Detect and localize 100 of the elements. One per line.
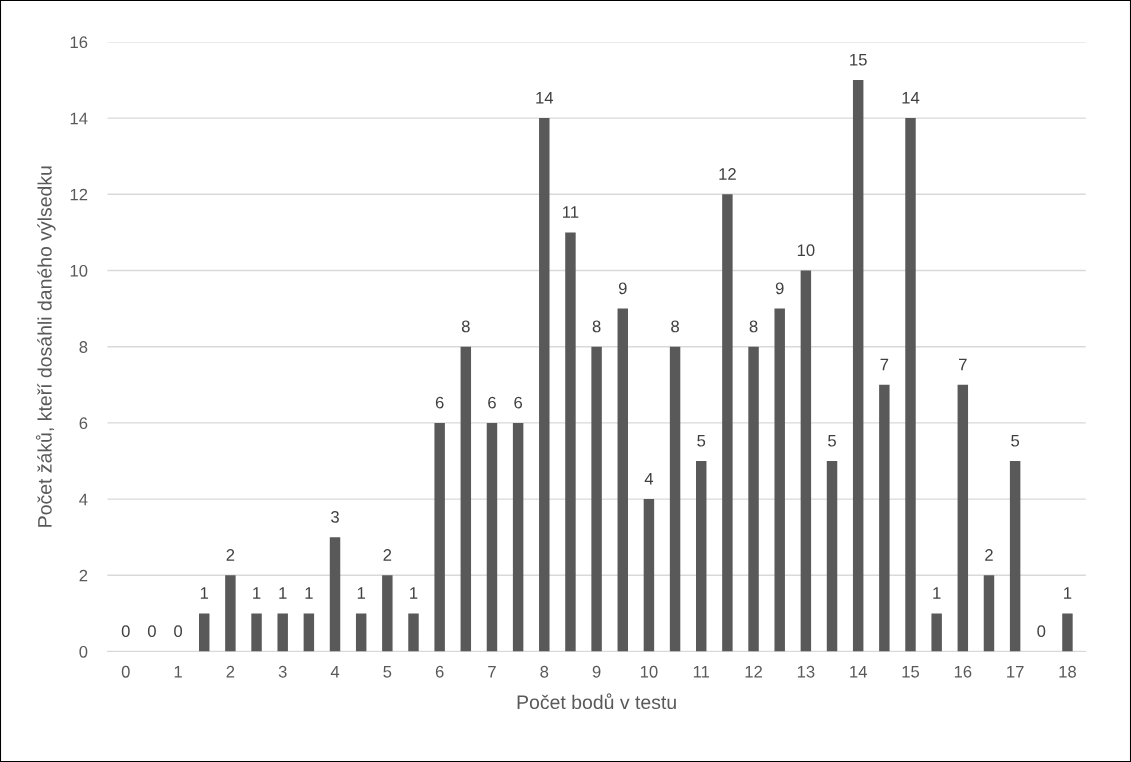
y-axis-title: Počet žáků, kteří dosáhli daného výlsedku [35, 166, 56, 527]
x-tick-label: 11 [693, 666, 710, 678]
bar [277, 613, 288, 652]
bar [329, 537, 341, 652]
data-label: 2 [383, 549, 392, 561]
x-axis-title: Počet bodů v testu [517, 693, 676, 710]
bar [225, 575, 236, 652]
x-tick-label: 17 [1007, 666, 1024, 678]
y-tick-label: 4 [79, 493, 88, 506]
bar [931, 613, 942, 652]
data-label: 9 [618, 282, 627, 295]
data-label: 8 [592, 320, 601, 333]
bar [565, 232, 576, 652]
x-tick-label: 7 [488, 666, 496, 678]
y-tick-label: 6 [79, 417, 88, 430]
bar [1062, 613, 1073, 652]
data-label: 14 [902, 92, 920, 104]
data-label: 8 [749, 320, 758, 333]
x-tick-label: 9 [592, 665, 601, 678]
data-label: 10 [797, 244, 815, 257]
x-tick-label: 13 [797, 665, 815, 678]
data-label: 12 [719, 168, 736, 180]
bar [617, 308, 628, 652]
bar [748, 346, 759, 652]
data-label: 0 [1037, 625, 1046, 638]
bar [774, 308, 785, 652]
data-label: 1 [410, 587, 418, 599]
bar [382, 575, 393, 652]
bar [512, 422, 524, 652]
data-label: 1 [305, 587, 313, 599]
bar [852, 80, 864, 652]
x-tick-label: 6 [435, 665, 444, 678]
y-tick-label: 16 [70, 36, 88, 49]
bar [722, 194, 733, 652]
data-label: 1 [1064, 587, 1072, 599]
bar [826, 461, 838, 652]
data-label: 3 [331, 511, 339, 523]
y-tick-label: 2 [79, 569, 88, 582]
data-label: 6 [514, 396, 523, 409]
bar [303, 613, 315, 652]
data-label: 0 [121, 625, 130, 638]
bar [669, 346, 681, 652]
bar [460, 346, 472, 652]
y-tick-label: 10 [70, 264, 88, 277]
data-label: 1 [279, 587, 287, 599]
x-tick-label: 8 [540, 665, 549, 678]
data-label: 0 [174, 625, 183, 638]
data-label: 6 [488, 396, 496, 409]
data-label: 7 [880, 358, 889, 371]
bar [957, 384, 969, 652]
data-label: 5 [697, 434, 706, 447]
x-tick-label: 10 [640, 665, 658, 678]
x-tick-label: 0 [121, 665, 130, 678]
bar [905, 118, 916, 652]
bar [1009, 461, 1021, 652]
bar [486, 422, 498, 652]
data-label: 8 [461, 320, 470, 333]
x-tick-label: 4 [330, 666, 340, 678]
x-tick-label: 15 [902, 666, 920, 678]
data-label: 9 [775, 282, 784, 295]
data-label: 8 [671, 320, 679, 333]
data-label: 5 [1011, 434, 1020, 447]
data-label: 4 [644, 473, 654, 485]
data-label: 6 [435, 396, 444, 409]
y-tick-label: 8 [79, 341, 88, 353]
bar [539, 118, 550, 652]
bar [434, 422, 445, 652]
data-label: 2 [985, 549, 993, 561]
x-tick-label: 14 [850, 666, 867, 678]
data-label: 7 [959, 358, 967, 371]
data-label: 0 [147, 625, 156, 638]
bar [879, 384, 890, 652]
bar [355, 613, 367, 652]
y-tick-label: 0 [79, 645, 88, 658]
data-label: 15 [850, 53, 867, 66]
x-tick-label: 16 [954, 665, 972, 678]
data-label: 1 [357, 587, 365, 599]
data-label: 2 [226, 549, 235, 561]
bar [591, 346, 602, 652]
x-tick-label: 5 [383, 666, 392, 678]
data-label: 5 [828, 434, 836, 447]
data-label: 1 [200, 587, 209, 599]
bar [643, 499, 655, 652]
x-tick-label: 3 [278, 665, 287, 678]
bar [983, 575, 995, 652]
x-tick-label: 18 [1059, 665, 1076, 678]
bar [408, 613, 419, 652]
y-tick-label: 14 [70, 112, 88, 125]
x-tick-label: 1 [174, 666, 182, 678]
bar [251, 613, 262, 652]
data-label: 11 [563, 206, 579, 218]
x-tick-label: 2 [226, 665, 235, 678]
data-label: 14 [536, 92, 554, 104]
bar [696, 461, 707, 652]
x-tick-label: 12 [745, 665, 762, 678]
data-label: 1 [253, 587, 261, 599]
data-label: 1 [933, 587, 941, 599]
y-tick-label: 12 [70, 188, 88, 201]
bar [800, 270, 812, 652]
bar [199, 613, 210, 652]
